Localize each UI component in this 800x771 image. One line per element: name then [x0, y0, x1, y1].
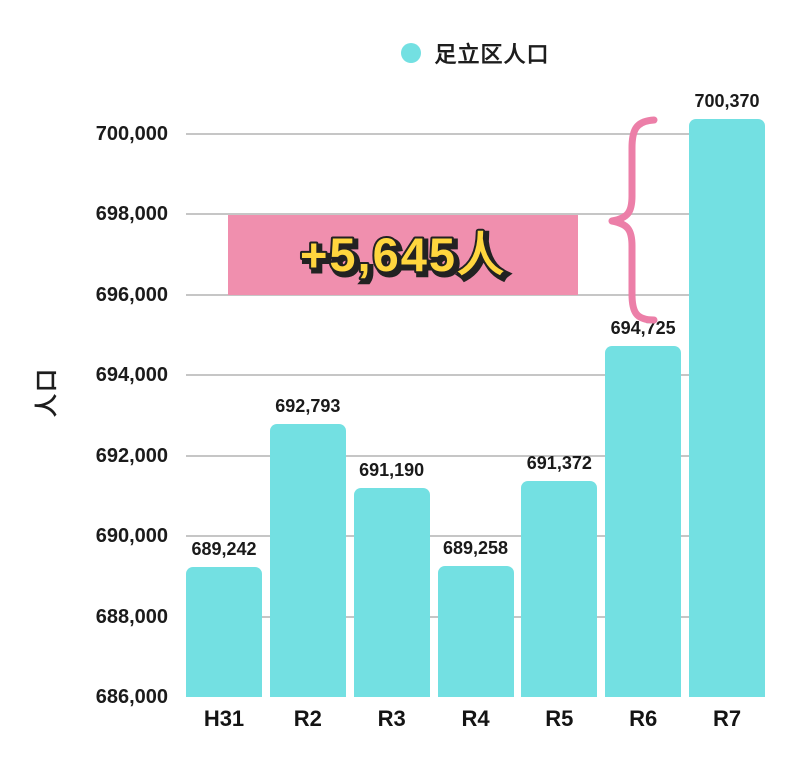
y-axis-tick-labels: 700,000 698,000 696,000 694,000 692,000 690,0…	[0, 123, 170, 708]
bar-value-label: 691,190	[359, 460, 425, 481]
legend-marker-circle	[401, 43, 422, 63]
annotation-text-shadow: +5,645人	[303, 231, 509, 284]
bar-R5	[521, 480, 598, 697]
annotation-text: +5,645人	[300, 228, 506, 281]
legend-label: 足立区人口	[434, 42, 550, 67]
x-tick-label: R5	[545, 706, 574, 731]
gridline	[186, 374, 765, 377]
bar-R7	[689, 119, 765, 697]
y-tick-label: 692,000	[95, 444, 168, 467]
plot-area: 689,242 692,793 691,190 689,258 691,372 694,7…	[186, 91, 765, 697]
bar-value-label: 694,725	[610, 318, 676, 339]
bar-H31	[186, 566, 262, 697]
x-tick-label: R3	[377, 706, 406, 731]
bar-R6	[605, 346, 682, 697]
y-tick-label: 694,000	[95, 364, 168, 387]
gridline	[186, 535, 765, 538]
gridline	[186, 454, 765, 457]
x-tick-label: R6	[629, 706, 658, 731]
bar-value-label: 691,372	[526, 452, 592, 473]
x-tick-label: R2	[293, 706, 322, 731]
bar-value-label: 689,242	[191, 538, 257, 559]
gridline	[186, 133, 765, 135]
bar-value-label: 689,258	[442, 537, 509, 558]
y-tick-label: 690,000	[95, 525, 168, 548]
y-tick-label: 698,000	[95, 203, 168, 226]
bar-R3	[353, 488, 430, 697]
x-tick-label: R4	[461, 706, 490, 731]
bar-value-label: 700,370	[694, 91, 760, 112]
curly-brace-path	[608, 116, 658, 324]
y-tick-label: 700,000	[95, 123, 168, 145]
annotation-background	[228, 215, 578, 295]
legend: 足立区人口	[186, 38, 765, 68]
y-tick-label: 686,000	[95, 686, 168, 708]
bar-value-label: 692,793	[275, 395, 341, 416]
bar-R4	[437, 565, 514, 697]
annotation-box: +5,645人 +5,645人	[228, 215, 578, 295]
x-tick-label: R7	[712, 706, 742, 731]
y-tick-label: 688,000	[95, 605, 168, 628]
x-axis-labels: H31 R2 R3 R4 R5 R6 R7	[186, 706, 765, 738]
curly-brace-icon	[608, 116, 658, 324]
bar-R2	[269, 423, 346, 697]
gridline	[186, 213, 765, 216]
x-tick-label: H31	[203, 706, 245, 731]
annotation-svg: +5,645人 +5,645人	[228, 215, 578, 295]
y-tick-label: 696,000	[95, 283, 168, 306]
